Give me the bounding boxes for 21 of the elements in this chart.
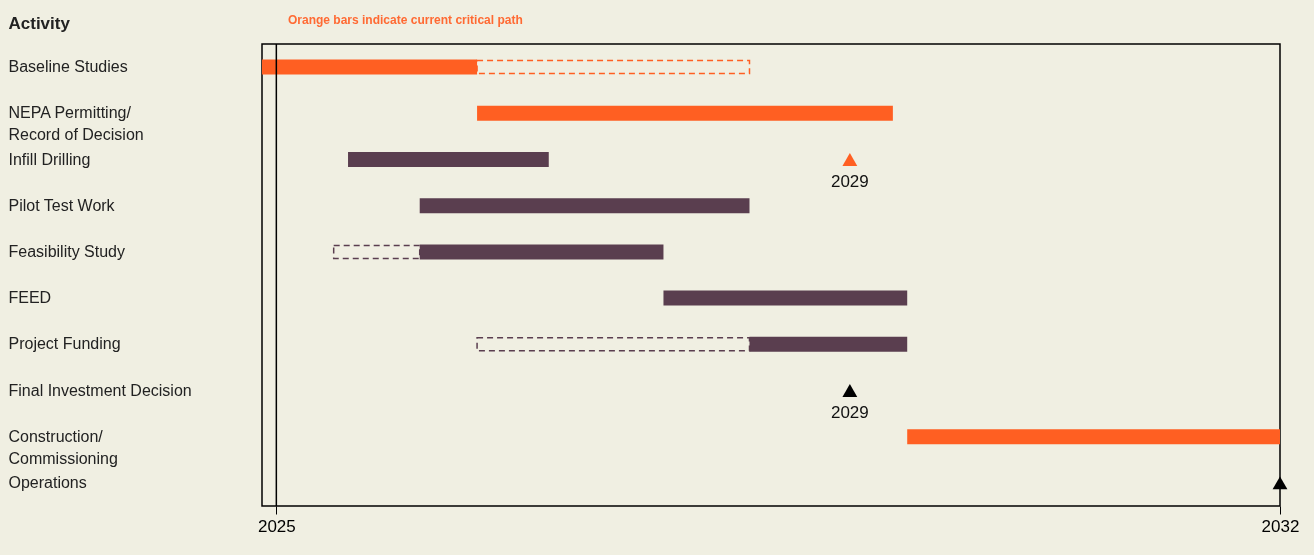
bar <box>419 198 750 214</box>
y-tick-label: Operations <box>8 473 87 491</box>
annotation: 2029 <box>830 402 869 422</box>
y-tick-label: FEED <box>8 289 52 307</box>
y-tick-label: Construction/Commissioning <box>8 427 118 467</box>
bar <box>348 152 549 167</box>
y-tick-label: NEPA Permitting/Record of Decision <box>8 104 144 144</box>
x-tick-label: 2032 <box>1261 516 1300 536</box>
y-tick-label: Project Funding <box>8 335 121 353</box>
x-tick-label: 2025 <box>257 516 296 536</box>
y-tick-label: Feasibility Study <box>8 242 125 260</box>
bar <box>907 429 1280 445</box>
text: Orange bars indicate current critical path <box>288 13 523 27</box>
bar <box>477 105 893 121</box>
y-tick-label: Pilot Test Work <box>8 196 116 214</box>
y-tick-label: Final Investment Decision <box>8 381 192 399</box>
y-tick-label: Baseline Studies <box>8 58 128 76</box>
y-axis-title: Activity <box>8 13 71 33</box>
bar <box>663 290 908 306</box>
y-tick-label: Infill Drilling <box>8 150 91 168</box>
annotation: 2029 <box>830 171 869 191</box>
